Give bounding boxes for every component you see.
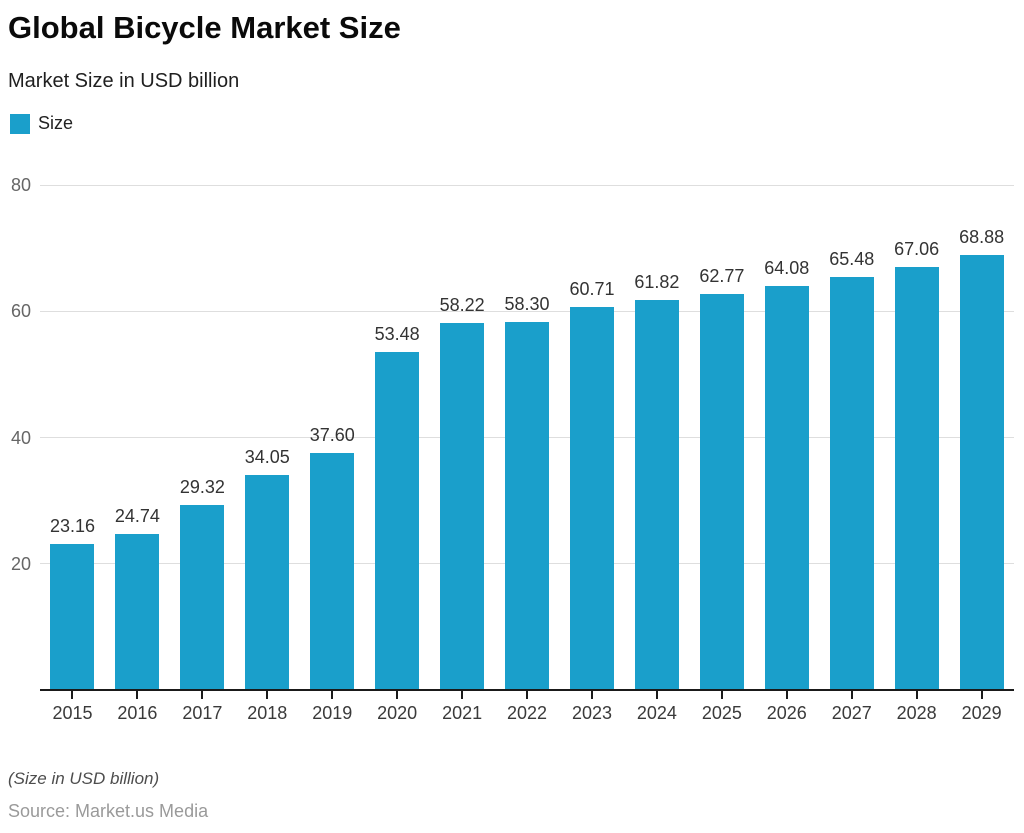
legend-label: Size xyxy=(38,113,74,133)
x-axis-label-2028: 2028 xyxy=(896,703,937,723)
x-axis-tick-2017 xyxy=(201,691,204,699)
x-axis-label-2029: 2029 xyxy=(961,703,1002,723)
x-axis-label-2025: 2025 xyxy=(701,703,742,723)
value-label-2028: 67.06 xyxy=(894,238,940,259)
y-axis-tick-label-40: 40 xyxy=(10,427,31,448)
bar-slot-2029: 68.88 2029 xyxy=(949,185,1014,723)
x-axis-label-2015: 2015 xyxy=(52,703,93,723)
value-label-2026: 64.08 xyxy=(764,257,810,278)
gridline-y-60 xyxy=(40,310,1014,312)
x-axis-label-2026: 2026 xyxy=(766,703,807,723)
bar-2028[interactable] xyxy=(894,266,939,690)
x-axis-label-2022: 2022 xyxy=(507,703,548,723)
x-axis-tick-2018 xyxy=(266,691,269,699)
value-label-2018: 34.05 xyxy=(244,447,290,468)
bar-2019[interactable] xyxy=(310,452,355,690)
chart-footnote: (Size in USD billion) xyxy=(8,769,160,788)
x-axis-label-2024: 2024 xyxy=(636,703,677,723)
x-axis-tick-2015 xyxy=(71,691,74,699)
x-axis-label-2021: 2021 xyxy=(442,703,483,723)
x-axis-tick-2029 xyxy=(980,691,983,699)
legend-item-size[interactable]: Size xyxy=(10,113,73,134)
bar-slot-2019: 37.60 2019 xyxy=(300,185,365,723)
x-axis-tick-2026 xyxy=(785,691,788,699)
x-axis-tick-2028 xyxy=(915,691,918,699)
x-axis-tick-2023 xyxy=(590,691,593,699)
bar-2025[interactable] xyxy=(699,293,744,690)
bar-2015[interactable] xyxy=(50,543,95,690)
bar-2018[interactable] xyxy=(245,475,290,690)
bar-slot-2025: 62.77 2025 xyxy=(689,185,754,723)
bar-2022[interactable] xyxy=(505,321,550,690)
y-axis-tick-label-80: 80 xyxy=(10,175,31,195)
x-axis-tick-2024 xyxy=(655,691,658,699)
bar-2023[interactable] xyxy=(569,306,614,690)
bar-slot-2024: 61.82 2024 xyxy=(624,185,689,723)
value-label-2027: 65.48 xyxy=(829,248,875,269)
x-axis-tick-2019 xyxy=(331,691,334,699)
x-axis-label-2027: 2027 xyxy=(831,703,872,723)
value-label-2021: 58.22 xyxy=(439,294,485,315)
x-axis-tick-2021 xyxy=(461,691,464,699)
x-axis-tick-2025 xyxy=(720,691,723,699)
bar-slot-2028: 67.06 2028 xyxy=(884,185,949,723)
x-axis-label-2023: 2023 xyxy=(571,703,612,723)
bar-2020[interactable] xyxy=(375,352,420,690)
x-axis-label-2020: 2020 xyxy=(377,703,418,723)
value-label-2022: 58.30 xyxy=(504,293,550,314)
value-label-2019: 37.60 xyxy=(309,424,355,445)
x-axis-label-2016: 2016 xyxy=(117,703,158,723)
value-label-2024: 61.82 xyxy=(634,271,680,292)
legend-swatch-icon xyxy=(10,113,30,134)
bar-2026[interactable] xyxy=(764,285,809,690)
value-label-2029: 68.88 xyxy=(959,227,1005,248)
bar-series: 23.16 2015 24.74 2016 29.32 2017 34.05 2018 37.6… xyxy=(40,185,1014,724)
value-label-2025: 62.77 xyxy=(699,265,745,286)
bar-slot-2018: 34.05 2018 xyxy=(235,185,300,723)
bar-2016[interactable] xyxy=(115,533,160,690)
bar-chart-plot-area: 23.16 2015 24.74 2016 29.32 2017 34.05 2018 37.6… xyxy=(11,175,1014,724)
chart-title: Global Bicycle Market Size xyxy=(8,10,401,45)
bar-2017[interactable] xyxy=(180,504,225,690)
x-axis-line xyxy=(40,689,1014,691)
bar-slot-2021: 58.22 2021 xyxy=(430,185,495,724)
bar-slot-2023: 60.71 2023 xyxy=(560,185,625,723)
chart-source: Source: Market.us Media xyxy=(8,801,209,821)
x-axis-label-2018: 2018 xyxy=(247,703,288,723)
chart-subtitle: Market Size in USD billion xyxy=(8,70,240,92)
x-axis-tick-2022 xyxy=(526,691,529,699)
bar-slot-2027: 65.48 2027 xyxy=(819,185,884,723)
gridline-y-80 xyxy=(40,184,1014,186)
bar-2021[interactable] xyxy=(440,322,485,690)
x-axis-tick-2020 xyxy=(396,691,399,699)
bar-slot-2015: 23.16 2015 xyxy=(40,185,105,723)
bar-slot-2020: 53.48 2020 xyxy=(365,185,430,723)
value-label-2015: 23.16 xyxy=(49,515,95,536)
bar-slot-2017: 29.32 2017 xyxy=(170,185,235,723)
bar-2027[interactable] xyxy=(829,276,874,690)
y-axis-tick-label-20: 20 xyxy=(10,553,31,574)
x-axis-label-2017: 2017 xyxy=(182,703,223,723)
y-axis-tick-label-60: 60 xyxy=(10,301,31,322)
value-label-2017: 29.32 xyxy=(179,476,225,497)
bar-2024[interactable] xyxy=(634,299,679,690)
bar-slot-2016: 24.74 2016 xyxy=(105,185,170,723)
bar-2029[interactable] xyxy=(959,255,1004,690)
value-label-2016: 24.74 xyxy=(114,505,160,526)
bar-slot-2026: 64.08 2026 xyxy=(754,185,819,724)
x-axis-tick-2027 xyxy=(850,691,853,699)
x-axis-label-2019: 2019 xyxy=(312,703,353,723)
value-label-2020: 53.48 xyxy=(374,324,420,345)
value-label-2023: 60.71 xyxy=(569,278,615,299)
x-axis-tick-2016 xyxy=(136,691,139,699)
bar-slot-2022: 58.30 2022 xyxy=(495,185,560,723)
